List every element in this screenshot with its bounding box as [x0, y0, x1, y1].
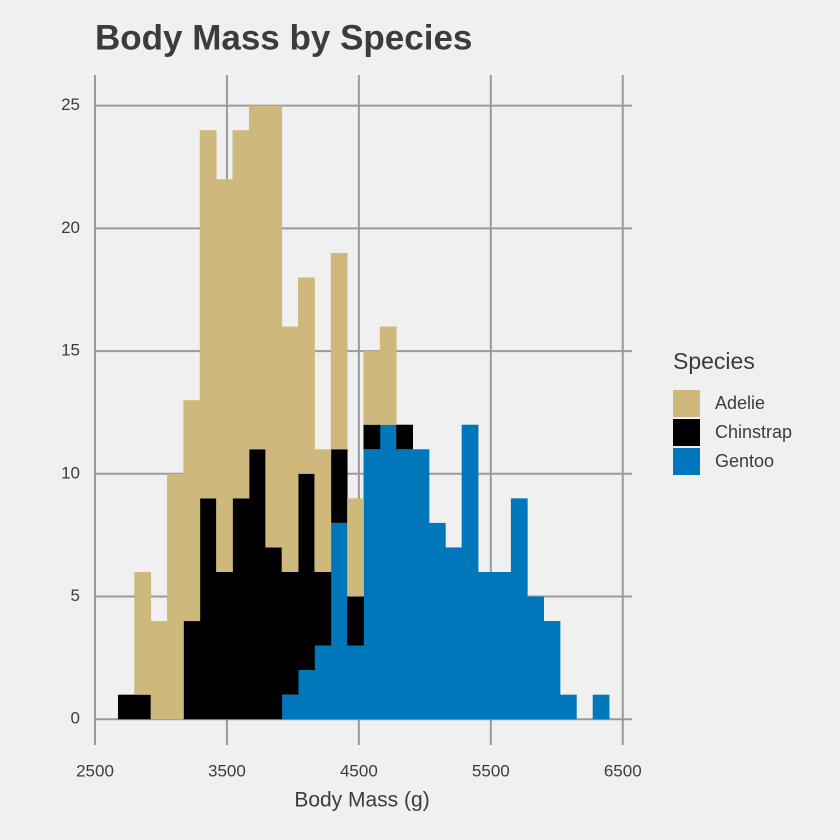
y-tick-label: 0 — [71, 709, 80, 728]
bar — [314, 645, 332, 720]
bar — [134, 694, 152, 720]
bar — [248, 105, 266, 450]
bar — [117, 694, 135, 720]
bar — [298, 473, 315, 671]
x-axis-label: Body Mass (g) — [294, 789, 429, 812]
bar — [134, 571, 152, 695]
bar — [347, 498, 364, 597]
x-tick-label: 5500 — [472, 761, 510, 780]
bar — [265, 547, 283, 720]
chart-title: Body Mass by Species — [95, 18, 472, 57]
bar — [510, 498, 528, 720]
bar — [216, 179, 233, 572]
bar — [428, 522, 446, 720]
legend-swatch — [673, 448, 700, 475]
bar — [298, 277, 315, 474]
x-tick-label: 4500 — [340, 761, 378, 780]
bar — [199, 498, 217, 720]
bar — [559, 694, 577, 720]
bar — [379, 424, 397, 720]
bar — [461, 424, 479, 720]
legend-label: Adelie — [715, 393, 765, 413]
bar — [494, 571, 512, 720]
legend-label: Chinstrap — [715, 422, 792, 442]
y-tick-label: 10 — [61, 463, 80, 482]
bar — [314, 571, 332, 646]
bar — [167, 473, 184, 720]
x-tick-label: 3500 — [208, 761, 246, 780]
bar — [314, 449, 332, 572]
bar — [330, 522, 348, 720]
y-tick-label: 20 — [61, 218, 80, 237]
bar — [330, 449, 348, 523]
bar — [183, 400, 201, 622]
bar — [347, 645, 364, 720]
bar — [412, 449, 430, 720]
bar — [592, 694, 610, 720]
bar — [363, 424, 381, 450]
bar — [363, 351, 381, 425]
y-tick-label: 25 — [61, 95, 80, 114]
bar — [298, 670, 315, 720]
bar — [330, 252, 348, 450]
bar — [281, 571, 299, 695]
bar — [478, 571, 495, 720]
bar — [396, 449, 413, 720]
legend-title: Species — [673, 348, 755, 374]
bar — [396, 424, 413, 450]
bar — [232, 130, 250, 499]
legend-swatch — [673, 419, 700, 446]
bar — [347, 596, 364, 646]
bar — [543, 621, 561, 720]
bar — [527, 596, 544, 720]
bar — [232, 498, 250, 720]
x-tick-label: 2500 — [76, 761, 114, 780]
bar — [248, 449, 266, 720]
bar — [445, 547, 463, 720]
x-tick-label: 6500 — [604, 761, 642, 780]
bar — [379, 326, 397, 425]
bar — [265, 105, 283, 548]
bar — [363, 449, 381, 720]
y-tick-label: 15 — [61, 341, 80, 360]
bar — [281, 694, 299, 720]
legend-label: Gentoo — [715, 451, 774, 471]
bar — [216, 571, 233, 720]
bar — [183, 621, 201, 720]
bar — [150, 621, 168, 720]
y-tick-label: 5 — [71, 586, 80, 605]
legend-swatch — [673, 390, 700, 417]
bar — [199, 130, 217, 499]
bar — [281, 326, 299, 572]
